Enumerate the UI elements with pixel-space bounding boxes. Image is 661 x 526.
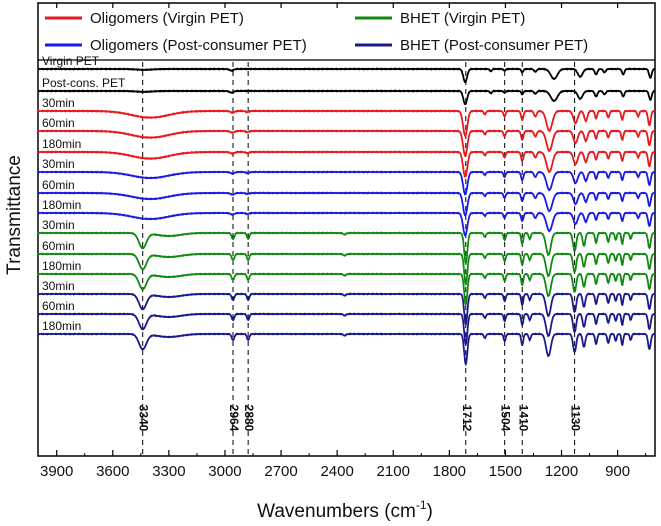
trace-label-1: Post-cons. PET bbox=[42, 76, 126, 90]
trace-label-6: 60min bbox=[42, 178, 75, 192]
legend-label-oligomers-postconsumer: Oligomers (Post-consumer PET) bbox=[90, 37, 307, 54]
peak-label-1410: 1410 bbox=[516, 405, 530, 432]
trace-label-13: 180min bbox=[42, 319, 81, 333]
trace-label-11: 30min bbox=[42, 279, 75, 293]
x-axis-ticks bbox=[56, 3, 647, 456]
x-tick-label-1200: 1200 bbox=[545, 463, 578, 480]
trace-label-4: 180min bbox=[42, 137, 81, 151]
trace-7 bbox=[37, 211, 655, 237]
trace-label-12: 60min bbox=[42, 299, 75, 313]
peak-label-1130: 1130 bbox=[569, 405, 583, 431]
trace-label-7: 180min bbox=[42, 198, 81, 212]
trace-12 bbox=[37, 312, 655, 347]
trace-label-3: 60min bbox=[42, 116, 75, 130]
trace-label-2: 30min bbox=[42, 96, 75, 110]
trace-1 bbox=[37, 89, 655, 105]
x-axis-tick-labels: 3900 3600 3300 3000 2700 2400 2100 1800 1500 1200… bbox=[40, 463, 630, 480]
legend-entry-oligomers-postconsumer: Oligomers (Post-consumer PET) bbox=[45, 37, 307, 54]
trace-5 bbox=[37, 170, 655, 196]
legend-entry-bhet-virgin: BHET (Virgin PET) bbox=[355, 10, 525, 27]
legend-entry-oligomers-virgin: Oligomers (Virgin PET) bbox=[45, 10, 244, 27]
x-tick-label-2100: 2100 bbox=[377, 463, 410, 480]
x-tick-label-3900: 3900 bbox=[40, 463, 73, 480]
legend-label-oligomers-virgin: Oligomers (Virgin PET) bbox=[90, 10, 244, 27]
x-tick-label-3000: 3000 bbox=[208, 463, 241, 480]
trace-0 bbox=[37, 67, 655, 83]
x-tick-label-3600: 3600 bbox=[96, 463, 129, 480]
legend-entry-bhet-postconsumer: BHET (Post-consumer PET) bbox=[355, 37, 588, 54]
trace-11 bbox=[37, 292, 655, 327]
trace-label-9: 60min bbox=[42, 239, 75, 253]
trace-13 bbox=[37, 332, 655, 367]
peak-label-2880: 2880 bbox=[242, 405, 256, 432]
trace-6 bbox=[37, 191, 655, 217]
spectra-traces bbox=[37, 67, 655, 367]
peak-markers: 3340 2964 2880 1712 1504 1410 1130 bbox=[137, 62, 583, 456]
trace-10 bbox=[37, 272, 655, 307]
trace-2 bbox=[37, 109, 655, 137]
plot-frame bbox=[37, 2, 656, 457]
legend-label-bhet-postconsumer: BHET (Post-consumer PET) bbox=[400, 37, 588, 54]
trace-3 bbox=[37, 129, 655, 157]
trace-label-5: 30min bbox=[42, 157, 75, 171]
x-axis-title: Wavenumbers (cm-1) bbox=[257, 498, 433, 522]
legend: Oligomers (Virgin PET) BHET (Virgin PET)… bbox=[45, 10, 588, 54]
x-tick-label-1500: 1500 bbox=[489, 463, 522, 480]
trace-label-0: Virgin PET bbox=[42, 54, 100, 68]
trace-labels: Virgin PET Post-cons. PET 30min 60min 180min… bbox=[42, 54, 126, 333]
y-axis-title: Transmittance bbox=[4, 155, 25, 275]
x-tick-label-1800: 1800 bbox=[433, 463, 466, 480]
trace-8 bbox=[37, 231, 655, 266]
trace-4 bbox=[37, 150, 655, 178]
peak-label-1504: 1504 bbox=[499, 405, 513, 432]
x-tick-label-2700: 2700 bbox=[264, 463, 297, 480]
trace-label-8: 30min bbox=[42, 218, 75, 232]
legend-label-bhet-virgin: BHET (Virgin PET) bbox=[400, 10, 525, 27]
peak-label-2964: 2964 bbox=[227, 405, 241, 432]
peak-label-1712: 1712 bbox=[460, 405, 474, 432]
peak-label-3340: 3340 bbox=[137, 405, 151, 432]
x-tick-label-3300: 3300 bbox=[152, 463, 185, 480]
x-tick-label-900: 900 bbox=[605, 463, 630, 480]
x-tick-label-2400: 2400 bbox=[320, 463, 353, 480]
trace-9 bbox=[37, 252, 655, 287]
trace-label-10: 180min bbox=[42, 259, 81, 273]
